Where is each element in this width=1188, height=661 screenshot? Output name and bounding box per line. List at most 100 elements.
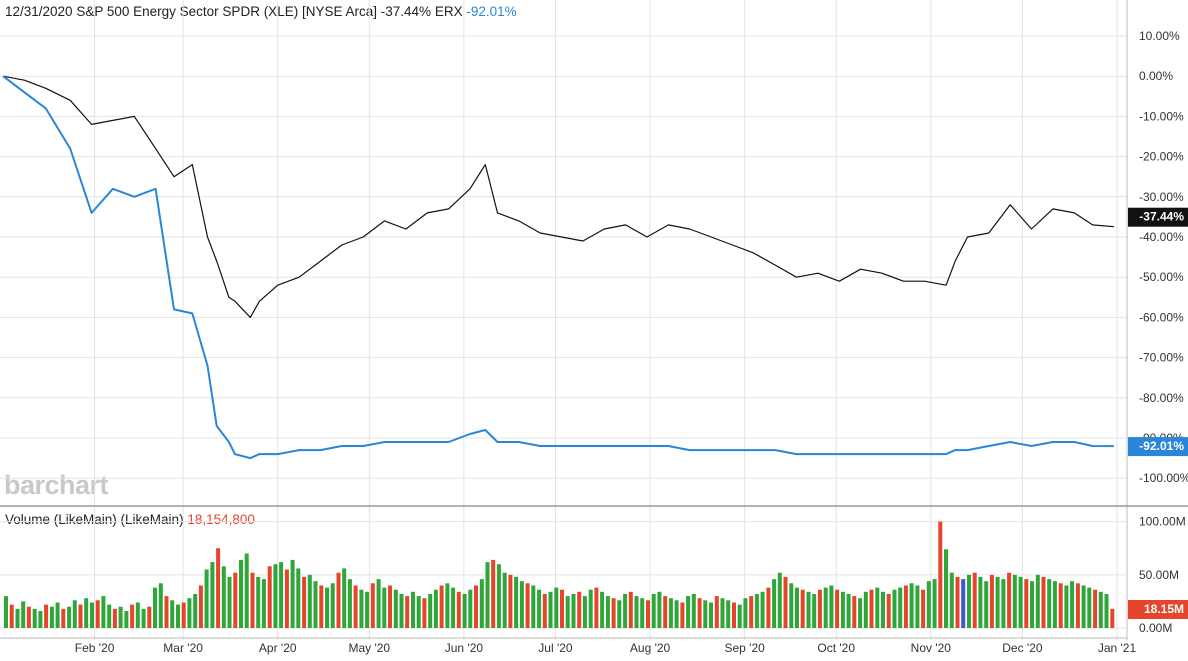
volume-bar (101, 596, 106, 628)
volume-bar (147, 606, 152, 628)
volume-bar (588, 589, 593, 628)
volume-bar (571, 594, 576, 628)
grid (0, 0, 1188, 640)
volume-bar (617, 600, 622, 628)
volume-bar (1024, 579, 1029, 628)
volume-bar (67, 606, 72, 628)
volume-bar (938, 521, 943, 628)
volume-bar (605, 596, 610, 628)
volume-bar (972, 572, 977, 628)
volume-bar (61, 608, 66, 628)
volume-bar (657, 591, 662, 628)
volume-bar (674, 600, 679, 628)
volume-bar (903, 585, 908, 628)
x-tick-label: Sep '20 (725, 641, 766, 655)
volume-bar (668, 598, 673, 628)
y-tick-label: 10.00% (1139, 29, 1180, 43)
volume-last-badge: 18.15M (1144, 602, 1184, 616)
volume-bar (1098, 591, 1103, 628)
volume-bar (279, 562, 284, 628)
volume-bar (989, 574, 994, 628)
x-tick-label: Aug '20 (630, 641, 671, 655)
volume-bar (72, 600, 77, 628)
volume-bar (554, 587, 559, 628)
volume-y-tick-label: 100.00M (1139, 515, 1186, 529)
volume-bar (49, 606, 54, 628)
volume-bar (961, 579, 966, 628)
volume-bar (38, 611, 43, 628)
volume-bar (210, 562, 215, 628)
volume-bar (944, 549, 948, 628)
volume-bar (743, 598, 748, 628)
volume-bar (1104, 594, 1109, 628)
volume-bar (141, 608, 146, 628)
volume-bar (560, 589, 564, 628)
header-erx-change: -92.01% (466, 4, 517, 19)
y-tick-label: -60.00% (1139, 310, 1184, 324)
volume-bar (886, 594, 891, 628)
volume-bar (777, 572, 782, 628)
volume-bar (519, 581, 524, 628)
volume-bar (932, 579, 937, 628)
volume-bar (949, 572, 954, 628)
volume-bar (416, 596, 421, 628)
x-tick-label: Jan '21 (1098, 641, 1137, 655)
volume-bar (1047, 579, 1052, 628)
volume-bar (26, 606, 31, 628)
volume-bar (112, 608, 117, 628)
volume-bar (737, 604, 742, 628)
volume-bar (789, 583, 794, 628)
volume-bar (365, 591, 370, 628)
volume-bar (198, 585, 203, 628)
volume-bar (640, 598, 645, 628)
volume-bar (1075, 583, 1080, 628)
volume-bar (204, 569, 209, 628)
y-tick-label: -30.00% (1139, 190, 1184, 204)
x-tick-label: Jun '20 (445, 641, 484, 655)
volume-bar (439, 585, 444, 628)
volume-bar (313, 581, 318, 628)
volume-bar (90, 602, 94, 628)
volume-bar (118, 606, 123, 628)
volume-y-tick-label: 50.00M (1139, 568, 1179, 582)
volume-value: 18,154,800 (187, 512, 255, 527)
volume-bar (634, 596, 639, 628)
volume-bar (921, 589, 926, 628)
volume-bar (405, 596, 410, 628)
y-tick-label: -40.00% (1139, 230, 1184, 244)
volume-bar (250, 572, 255, 628)
volume-bar (347, 579, 352, 628)
xle-last-badge-bg (1128, 207, 1188, 227)
volume-bar (835, 589, 840, 628)
volume-bar (32, 608, 37, 628)
volume-last-badge-bg (1128, 600, 1188, 619)
volume-bar (651, 594, 656, 628)
series-lines (2, 75, 1114, 460)
volume-bar (325, 587, 329, 628)
series-line-erx (2, 75, 1114, 460)
y-tick-label: -80.00% (1139, 391, 1184, 405)
volume-bar (995, 576, 1000, 628)
volume-bar (336, 572, 341, 628)
volume-bar (376, 579, 381, 628)
x-tick-label: Jul '20 (538, 641, 573, 655)
y-tick-label: 0.00% (1139, 69, 1173, 83)
volume-bar (1030, 581, 1034, 628)
volume-bar (44, 604, 49, 628)
volume-bar (433, 589, 438, 628)
volume-bar (714, 596, 719, 628)
volume-bar (525, 583, 530, 628)
volume-bar (244, 553, 249, 628)
volume-bar (875, 587, 880, 628)
x-tick-label: Dec '20 (1002, 641, 1043, 655)
volume-bar (720, 598, 725, 628)
volume-bar (496, 564, 501, 628)
volume-bar (565, 596, 570, 628)
x-tick-label: Nov '20 (911, 641, 952, 655)
volume-bar (766, 587, 771, 628)
volume-bar (107, 604, 112, 628)
volume-bar (307, 574, 312, 628)
volume-bar (130, 604, 135, 628)
volume-bar (302, 576, 307, 628)
